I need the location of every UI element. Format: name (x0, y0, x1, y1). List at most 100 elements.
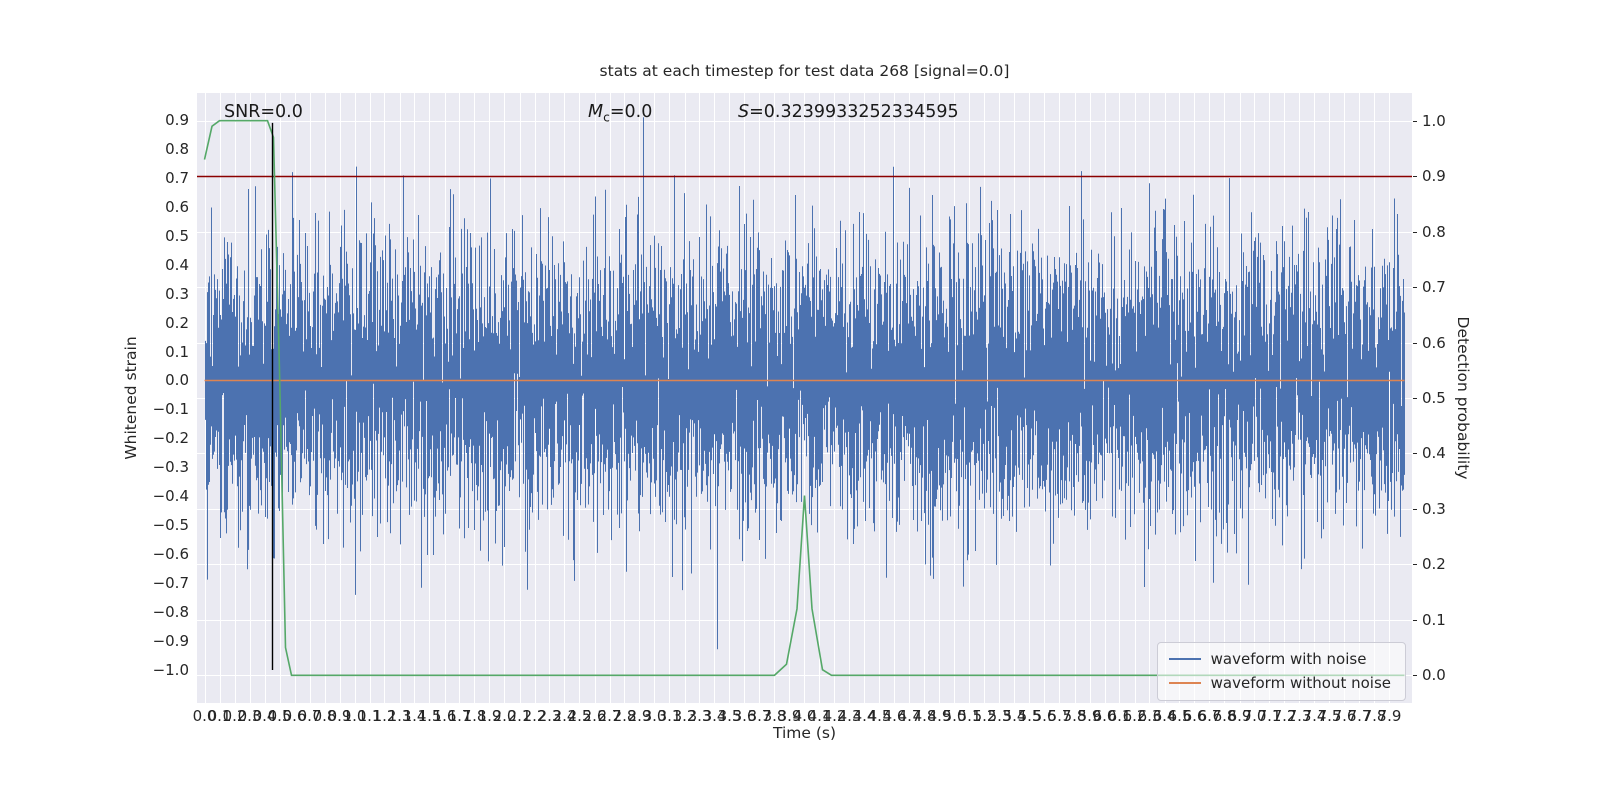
x-tick-label: 7.4 (1302, 707, 1327, 725)
legend-label: waveform with noise (1210, 650, 1367, 668)
left-y-tick-label: −0.1 (152, 400, 189, 419)
right-y-tick-label: 0.7 (1422, 278, 1446, 297)
left-y-tick-label: 0.1 (165, 342, 189, 361)
x-tick-label: 3.6 (732, 707, 757, 725)
x-tick-label: 6.6 (1182, 707, 1207, 725)
left-y-tick-label: −0.5 (152, 516, 189, 535)
left-y-tick-label: 0.7 (165, 168, 189, 187)
x-tick-label: 5.0 (942, 707, 967, 725)
x-tick-label: 2.5 (567, 707, 592, 725)
x-tick-label: 3.0 (642, 707, 667, 725)
left-y-tick-label: 0.6 (165, 197, 189, 216)
x-tick-label: 4.5 (867, 707, 892, 725)
x-tick-label: 0.2 (222, 707, 247, 725)
annotation-mc-symbol: M (588, 102, 604, 122)
left-y-tick-label: 0.8 (165, 139, 189, 158)
left-y-tick-label: 0.3 (165, 284, 189, 303)
x-tick-label: 0.3 (237, 707, 262, 725)
x-tick-label: 7.7 (1347, 707, 1372, 725)
x-tick-label: 7.9 (1377, 707, 1402, 725)
left-y-tick-label: −0.4 (152, 487, 189, 506)
x-tick-label: 1.9 (477, 707, 502, 725)
x-tick-label: 4.4 (852, 707, 877, 725)
x-tick-label: 0.9 (327, 707, 352, 725)
x-tick-label: 1.7 (447, 707, 472, 725)
x-tick-label: 3.7 (747, 707, 772, 725)
x-tick-label: 6.2 (1122, 707, 1147, 725)
x-tick-label: 7.1 (1257, 707, 1282, 725)
left-y-tick-label: −1.0 (152, 660, 189, 679)
legend-item-waveform-with-noise: waveform with noise (1168, 650, 1391, 668)
x-tick-label: 7.3 (1287, 707, 1312, 725)
x-tick-label: 3.8 (762, 707, 787, 725)
right-y-tick-label: 0.0 (1422, 666, 1446, 685)
x-tick-label: 3.4 (702, 707, 727, 725)
legend-item-waveform-without-noise: waveform without noise (1168, 674, 1391, 692)
x-tick-label: 4.2 (822, 707, 847, 725)
x-tick-label: 1.8 (462, 707, 487, 725)
x-tick-label: 6.4 (1152, 707, 1177, 725)
x-tick-label: 1.5 (417, 707, 442, 725)
annotation-mc-value: =0.0 (609, 102, 653, 122)
left-y-tick-label: 0.5 (165, 226, 189, 245)
x-tick-label: 5.1 (957, 707, 982, 725)
legend: waveform with noise waveform without noi… (1156, 642, 1406, 701)
x-tick-label: 4.6 (882, 707, 907, 725)
x-tick-label: 2.0 (492, 707, 517, 725)
x-tick-label: 4.0 (792, 707, 817, 725)
x-tick-label: 0.5 (267, 707, 292, 725)
annotation-s-value: =0.3239933252334595 (749, 102, 959, 122)
x-tick-label: 6.3 (1137, 707, 1162, 725)
x-tick-label: 5.9 (1077, 707, 1102, 725)
chart-title: stats at each timestep for test data 268… (599, 62, 1010, 80)
x-tick-label: 5.7 (1047, 707, 1072, 725)
x-tick-label: 0.6 (282, 707, 307, 725)
x-tick-label: 2.9 (627, 707, 652, 725)
x-tick-label: 0.8 (312, 707, 337, 725)
right-y-tick-label: 0.2 (1422, 555, 1446, 574)
legend-swatch-blue-line (1168, 658, 1201, 660)
left-y-tick-label: −0.7 (152, 574, 189, 593)
annotation-mc-subscript: c (603, 110, 610, 125)
x-tick-label: 4.8 (912, 707, 937, 725)
x-tick-label: 6.9 (1227, 707, 1252, 725)
x-tick-label: 6.0 (1092, 707, 1117, 725)
annotation-snr: SNR=0.0 (224, 102, 303, 122)
left-y-tick-label: 0.4 (165, 255, 189, 274)
x-tick-label: 3.9 (777, 707, 802, 725)
x-tick-label: 5.8 (1062, 707, 1087, 725)
annotation-s-symbol: S (738, 102, 750, 122)
x-tick-label: 5.3 (987, 707, 1012, 725)
x-tick-label: 2.8 (612, 707, 637, 725)
right-y-tick-label: 0.8 (1422, 222, 1446, 241)
x-tick-label: 4.1 (807, 707, 832, 725)
x-tick-label: 4.9 (927, 707, 952, 725)
x-tick-label: 0.0 (192, 707, 217, 725)
left-y-tick-label: 0.9 (165, 110, 189, 129)
x-tick-label: 3.2 (672, 707, 697, 725)
right-y-tick-label: 0.1 (1422, 610, 1446, 629)
left-y-tick-label: 0.0 (165, 371, 189, 390)
x-tick-label: 0.4 (252, 707, 277, 725)
left-y-tick-label: −0.3 (152, 458, 189, 477)
x-tick-label: 2.3 (537, 707, 562, 725)
x-tick-label: 5.2 (972, 707, 997, 725)
x-tick-label: 1.1 (357, 707, 382, 725)
right-axis-label: Detection probability (1454, 316, 1472, 480)
legend-swatch-orange-line (1168, 682, 1201, 684)
right-y-tick-label: 0.5 (1422, 389, 1446, 407)
x-tick-label: 7.8 (1362, 707, 1387, 725)
x-tick-label: 4.7 (897, 707, 922, 725)
right-y-tick-label: 0.3 (1422, 499, 1446, 518)
x-tick-label: 3.1 (657, 707, 682, 725)
x-tick-label: 1.6 (432, 707, 457, 725)
x-tick-label: 2.6 (582, 707, 607, 725)
x-tick-label: 1.0 (342, 707, 367, 725)
annotation-chirp-mass: Mc=0.0 (588, 102, 652, 125)
x-tick-label: 5.4 (1002, 707, 1027, 725)
x-tick-label: 2.1 (507, 707, 532, 725)
x-tick-label: 6.1 (1107, 707, 1132, 725)
x-tick-label: 7.2 (1272, 707, 1297, 725)
right-y-tick-label: 0.4 (1422, 444, 1446, 463)
x-tick-label: 0.7 (297, 707, 322, 725)
